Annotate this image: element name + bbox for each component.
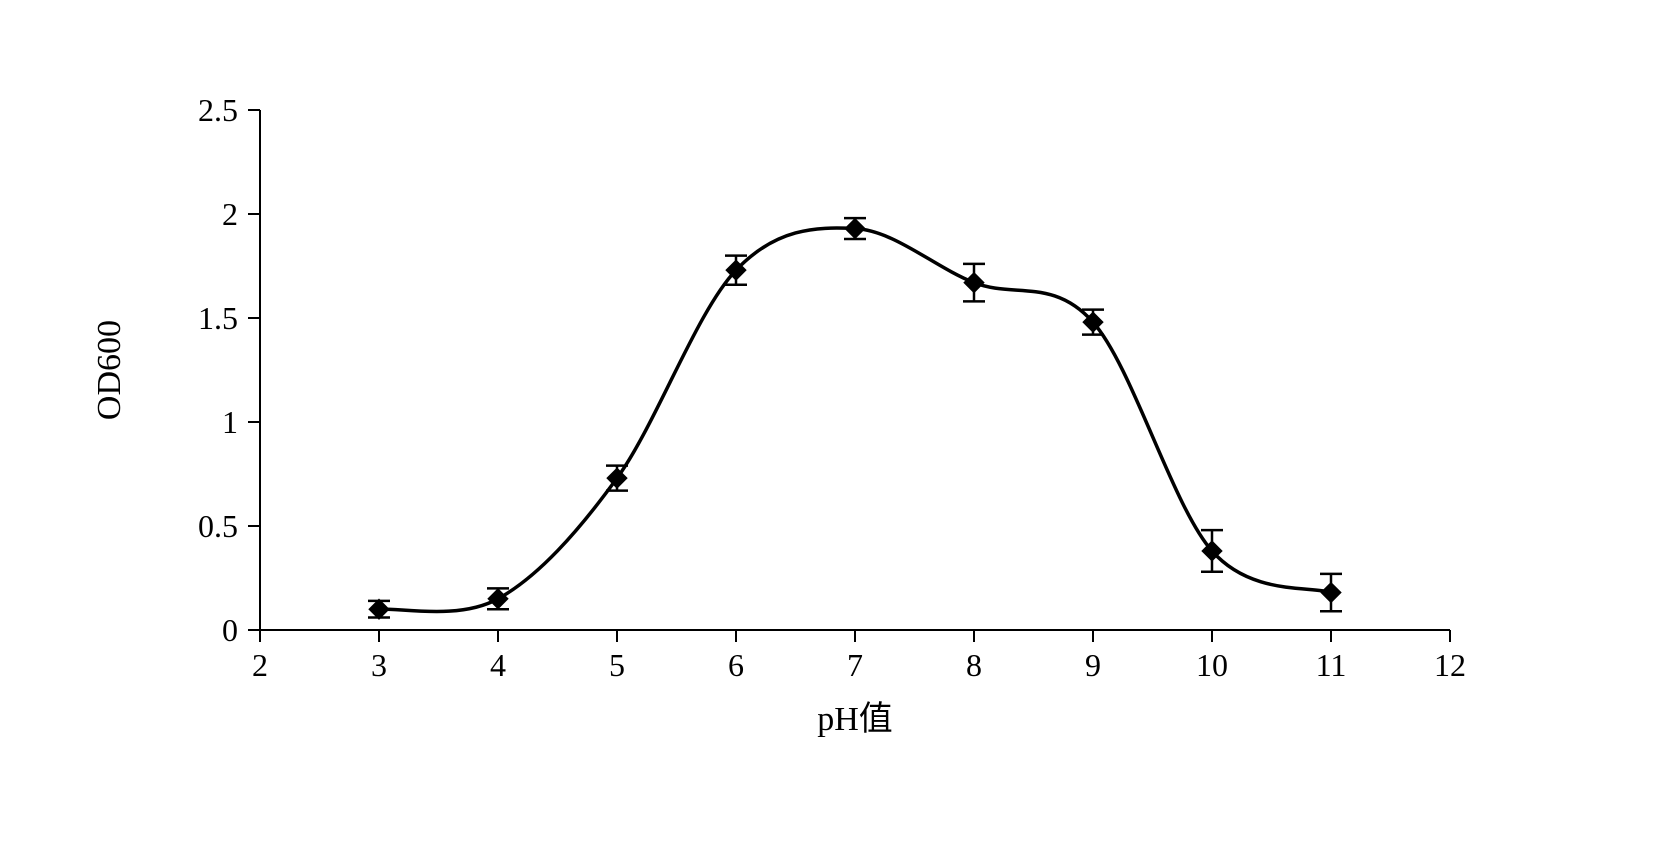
- x-tick-label: 5: [609, 647, 625, 683]
- x-tick-label: 8: [966, 647, 982, 683]
- y-axis-label: OD600: [91, 320, 128, 420]
- data-marker: [488, 589, 508, 609]
- x-tick-label: 6: [728, 647, 744, 683]
- x-tick-label: 2: [252, 647, 268, 683]
- x-tick-label: 3: [371, 647, 387, 683]
- x-tick-label: 7: [847, 647, 863, 683]
- data-marker: [845, 219, 865, 239]
- chart-container: 0 0.5 1 1.5 2 2.5 2 3 4 5 6 7 8 9 10 11 12 OD600 pH值: [0, 0, 1656, 851]
- data-marker: [964, 273, 984, 293]
- x-tick-label: 4: [490, 647, 506, 683]
- y-tick-label: 1.5: [198, 300, 238, 336]
- data-marker: [1321, 583, 1341, 603]
- y-tick-label: 0: [222, 612, 238, 648]
- x-tick-label: 10: [1196, 647, 1228, 683]
- y-tick-label: 0.5: [198, 508, 238, 544]
- y-tick-label: 2.5: [198, 92, 238, 128]
- x-tick-label: 11: [1316, 647, 1347, 683]
- chart-svg: 0 0.5 1 1.5 2 2.5 2 3 4 5 6 7 8 9 10 11 12 OD600 pH值: [0, 0, 1656, 851]
- x-tick-label: 12: [1434, 647, 1466, 683]
- data-marker: [369, 599, 389, 619]
- x-axis-label: pH值: [817, 700, 893, 738]
- y-tick-label: 1: [222, 404, 238, 440]
- y-tick-label: 2: [222, 196, 238, 232]
- data-line: [379, 228, 1331, 612]
- x-tick-label: 9: [1085, 647, 1101, 683]
